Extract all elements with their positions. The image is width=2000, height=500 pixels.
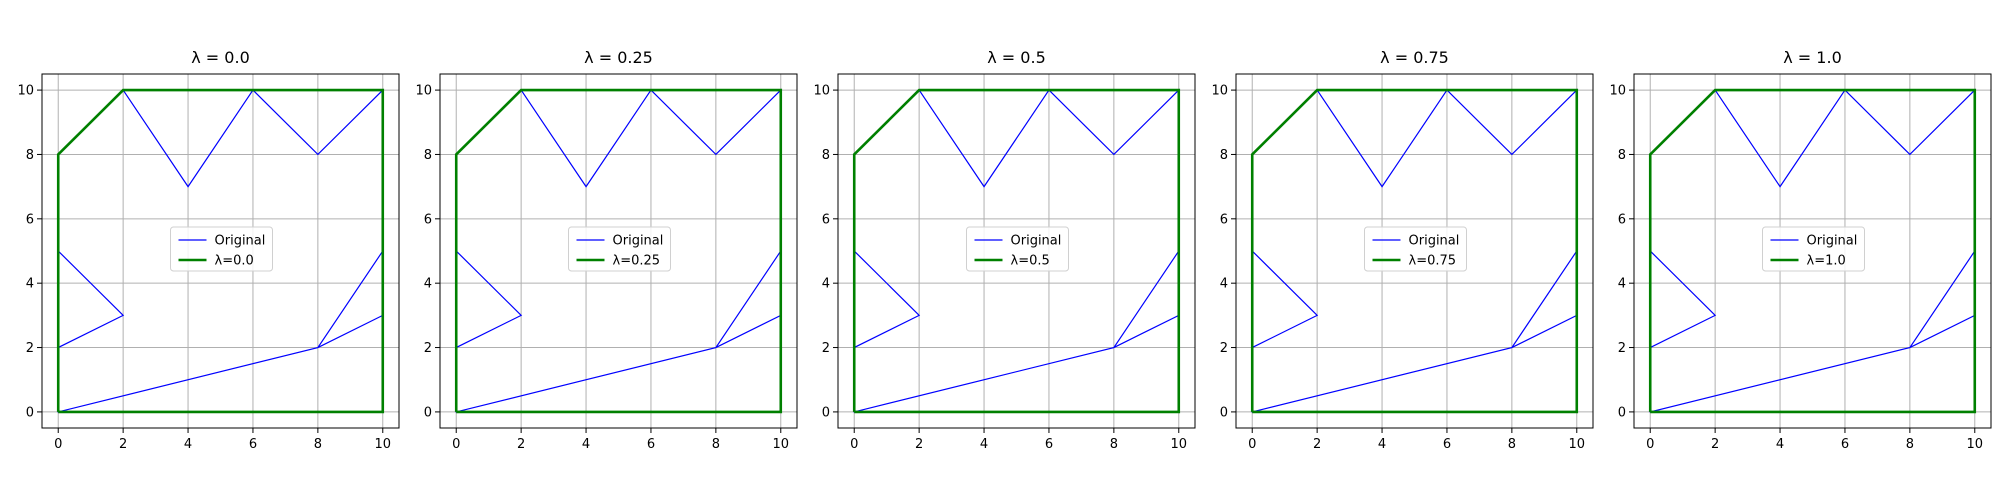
legend: Original λ=0.75 (1364, 226, 1467, 272)
y-tick-label: 0 (26, 405, 34, 420)
y-tick-label: 0 (822, 405, 830, 420)
y-tick-label: 0 (1220, 405, 1228, 420)
y-tick-label: 2 (822, 341, 830, 356)
y-tick-label: 6 (26, 212, 34, 227)
series-result-line (1250, 88, 1579, 414)
legend: Original λ=1.0 (1762, 226, 1865, 272)
x-tick-label: 2 (517, 437, 525, 452)
subplot-title: λ = 1.0 (1783, 48, 1842, 67)
x-tick-label: 6 (647, 437, 655, 452)
x-tick-label: 10 (1568, 437, 1585, 452)
x-tick-label: 0 (1248, 437, 1256, 452)
series-result-line (1648, 88, 1977, 414)
axes-frame (1633, 73, 1992, 429)
x-tick-label: 4 (184, 437, 192, 452)
subplot-2: 0 2 4 6 8 10 0 2 4 6 8 10 λ = 0.25 Original λ=0.25 (415, 48, 798, 452)
x-tick-label: 0 (452, 437, 460, 452)
x-tick-label: 2 (119, 437, 127, 452)
y-tick-label: 2 (1220, 341, 1228, 356)
subplot-title: λ = 0.0 (191, 48, 250, 67)
y-tick-label: 2 (1618, 341, 1626, 356)
x-tick-label: 2 (1313, 437, 1321, 452)
x-tick-label: 2 (915, 437, 923, 452)
y-tick-label: 2 (26, 341, 34, 356)
legend: Original λ=0.5 (966, 226, 1069, 272)
legend-label: Original (1011, 234, 1062, 249)
x-tick-label: 8 (1906, 437, 1914, 452)
x-tick-label: 6 (1443, 437, 1451, 452)
x-tick-label: 4 (1378, 437, 1386, 452)
legend-label: λ=0.75 (1409, 254, 1457, 269)
x-tick-label: 8 (314, 437, 322, 452)
y-tick-label: 0 (424, 405, 432, 420)
legend: Original λ=0.25 (568, 226, 671, 272)
y-tick-label: 8 (26, 148, 34, 163)
y-tick-label: 6 (1618, 212, 1626, 227)
y-tick-label: 6 (424, 212, 432, 227)
legend-label: λ=1.0 (1807, 254, 1846, 269)
x-tick-label: 0 (1646, 437, 1654, 452)
y-tick-label: 8 (1618, 148, 1626, 163)
subplot-title: λ = 0.5 (987, 48, 1046, 67)
series-result-line (852, 88, 1181, 414)
subplot-5: 0 2 4 6 8 10 0 2 4 6 8 10 λ = 1.0 Original λ=1.0 (1609, 48, 1992, 452)
y-tick-label: 10 (1211, 84, 1228, 99)
x-tick-label: 6 (249, 437, 257, 452)
subplot-1: 0 2 4 6 8 10 0 2 4 6 8 10 λ = 0.0 Original λ=0.0 (17, 48, 400, 452)
x-tick-label: 4 (980, 437, 988, 452)
x-tick-label: 10 (772, 437, 789, 452)
axes-frame (41, 73, 400, 429)
x-tick-label: 10 (1966, 437, 1983, 452)
y-tick-label: 10 (17, 84, 34, 99)
x-tick-label: 0 (54, 437, 62, 452)
y-tick-label: 4 (1618, 277, 1626, 292)
legend-label: λ=0.25 (613, 254, 661, 269)
x-tick-label: 8 (1110, 437, 1118, 452)
x-tick-label: 8 (712, 437, 720, 452)
subplot-3: 0 2 4 6 8 10 0 2 4 6 8 10 λ = 0.5 Original λ=0.5 (813, 48, 1196, 452)
subplot-4: 0 2 4 6 8 10 0 2 4 6 8 10 λ = 0.75 Original λ=0.75 (1211, 48, 1594, 452)
axes-frame (837, 73, 1196, 429)
y-tick-label: 2 (424, 341, 432, 356)
legend-label: λ=0.0 (215, 254, 254, 269)
y-tick-label: 8 (822, 148, 830, 163)
y-tick-label: 10 (1609, 84, 1626, 99)
y-tick-label: 4 (26, 277, 34, 292)
legend-label: Original (1807, 234, 1858, 249)
y-tick-label: 4 (424, 277, 432, 292)
x-tick-label: 6 (1045, 437, 1053, 452)
legend: Original λ=0.0 (170, 226, 273, 272)
y-tick-label: 0 (1618, 405, 1626, 420)
x-tick-label: 8 (1508, 437, 1516, 452)
y-tick-label: 10 (415, 84, 432, 99)
x-tick-label: 2 (1711, 437, 1719, 452)
x-tick-label: 10 (374, 437, 391, 452)
legend-label: Original (1409, 234, 1460, 249)
y-tick-label: 6 (822, 212, 830, 227)
y-tick-label: 4 (1220, 277, 1228, 292)
y-tick-label: 6 (1220, 212, 1228, 227)
subplot-title: λ = 0.25 (584, 48, 653, 67)
y-tick-label: 4 (822, 277, 830, 292)
legend-label: Original (613, 234, 664, 249)
x-tick-label: 4 (1776, 437, 1784, 452)
x-tick-label: 4 (582, 437, 590, 452)
legend-label: λ=0.5 (1011, 254, 1050, 269)
x-tick-label: 6 (1841, 437, 1849, 452)
y-tick-label: 10 (813, 84, 830, 99)
axes-frame (439, 73, 798, 429)
series-result-line (454, 88, 783, 414)
y-tick-label: 8 (1220, 148, 1228, 163)
axes-frame (1235, 73, 1594, 429)
x-tick-label: 0 (850, 437, 858, 452)
subplot-title: λ = 0.75 (1380, 48, 1449, 67)
series-result-line (56, 88, 385, 414)
y-tick-label: 8 (424, 148, 432, 163)
legend-label: Original (215, 234, 266, 249)
x-tick-label: 10 (1170, 437, 1187, 452)
